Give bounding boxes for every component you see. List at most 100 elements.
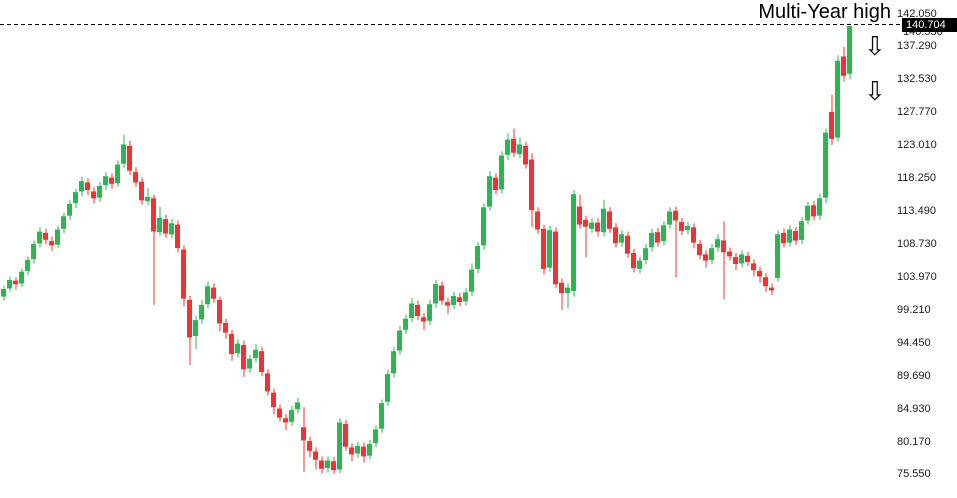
- price-axis-label: 108.730: [897, 238, 937, 250]
- down-arrow-2-icon[interactable]: ⇩: [864, 76, 886, 106]
- candle-body: [775, 234, 780, 278]
- candle-body: [757, 271, 762, 277]
- candle-body: [421, 317, 426, 322]
- candle-body: [571, 194, 576, 291]
- candle-body: [469, 269, 474, 292]
- current-price-badge: 140.704: [902, 18, 957, 32]
- price-axis-label: 103.970: [897, 271, 937, 283]
- candle-body: [439, 285, 444, 301]
- down-arrow-1-icon[interactable]: ⇩: [864, 31, 886, 61]
- candle-body: [505, 139, 510, 155]
- candle-body: [37, 231, 42, 244]
- candle-body: [175, 224, 180, 249]
- candle-body: [235, 343, 240, 354]
- price-axis-label: 94.450: [897, 337, 931, 349]
- candle-body: [793, 230, 798, 241]
- candle-body: [667, 211, 672, 225]
- candle-body: [841, 56, 846, 76]
- candle-body: [115, 164, 120, 184]
- price-axis-label: 75.550: [897, 468, 931, 480]
- candle-body: [73, 192, 78, 204]
- candle-body: [355, 446, 360, 454]
- candle-body: [433, 284, 438, 304]
- candle-body: [541, 228, 546, 269]
- price-axis-label: 127.770: [897, 106, 937, 118]
- candle-body: [319, 460, 324, 469]
- candle-body: [835, 60, 840, 138]
- candle-body: [109, 177, 114, 184]
- candle-body: [769, 287, 774, 291]
- candle-body: [331, 461, 336, 471]
- price-axis-label: 123.010: [897, 139, 937, 151]
- price-axis-label: 118.250: [897, 172, 936, 184]
- candle-body: [601, 208, 606, 233]
- candle-body: [631, 253, 636, 269]
- candle-body: [661, 225, 666, 242]
- candle-body: [151, 198, 156, 232]
- candle-body: [685, 226, 690, 231]
- candle-body: [139, 181, 144, 201]
- candle-body: [445, 302, 450, 306]
- candle-body: [259, 351, 264, 372]
- candle-body: [169, 223, 174, 235]
- candle-body: [379, 403, 384, 429]
- candle-body: [49, 241, 54, 246]
- candle-body: [409, 303, 414, 318]
- candle-body: [385, 374, 390, 402]
- candle-body: [559, 282, 564, 294]
- candle-body: [691, 227, 696, 243]
- candle-body: [499, 155, 504, 190]
- candle-body: [829, 111, 834, 139]
- candle-body: [97, 185, 102, 198]
- price-axis-label: 99.210: [897, 304, 931, 316]
- price-axis-label: 84.930: [897, 403, 931, 415]
- candle-body: [673, 210, 678, 221]
- candle-body: [763, 277, 768, 287]
- candle-body: [13, 280, 18, 285]
- candle-body: [721, 240, 726, 253]
- candle-body: [799, 221, 804, 240]
- candle-body: [823, 132, 828, 198]
- candle-body: [25, 259, 30, 271]
- candle-body: [547, 230, 552, 268]
- candle-body: [811, 205, 816, 217]
- price-axis-label: 137.290: [897, 40, 937, 52]
- candle-body: [487, 176, 492, 207]
- candle-body: [613, 227, 618, 244]
- candle-body: [307, 441, 312, 451]
- candle-body: [523, 145, 528, 165]
- candle-body: [283, 418, 288, 423]
- candle-body: [247, 358, 252, 369]
- candle-body: [607, 211, 612, 229]
- candle-body: [415, 304, 420, 316]
- candle-body: [43, 232, 48, 240]
- candle-body: [517, 144, 522, 155]
- candle-body: [223, 322, 228, 333]
- candle-body: [271, 392, 276, 408]
- candle-body: [751, 263, 756, 271]
- candle-body: [745, 255, 750, 262]
- candle-body: [697, 244, 702, 256]
- candle-body: [481, 207, 486, 246]
- candle-body: [787, 229, 792, 243]
- candle-body: [457, 297, 462, 303]
- candle-body: [157, 217, 162, 233]
- candle-body: [79, 181, 84, 192]
- candle-body: [145, 197, 150, 202]
- candle-body: [679, 221, 684, 231]
- candle-body: [727, 251, 732, 257]
- candle-body: [127, 145, 132, 171]
- candle-body: [709, 248, 714, 260]
- candle-body: [595, 222, 600, 232]
- candle-body: [397, 330, 402, 351]
- candle-body: [583, 219, 588, 227]
- candle-body: [103, 176, 108, 186]
- candle-body: [733, 257, 738, 264]
- candle-body: [133, 172, 138, 183]
- multi-year-high-label[interactable]: Multi-Year high: [758, 1, 891, 23]
- candle-body: [163, 219, 168, 234]
- candle-body: [217, 300, 222, 324]
- candle-body: [277, 408, 282, 418]
- candle-body: [193, 320, 198, 336]
